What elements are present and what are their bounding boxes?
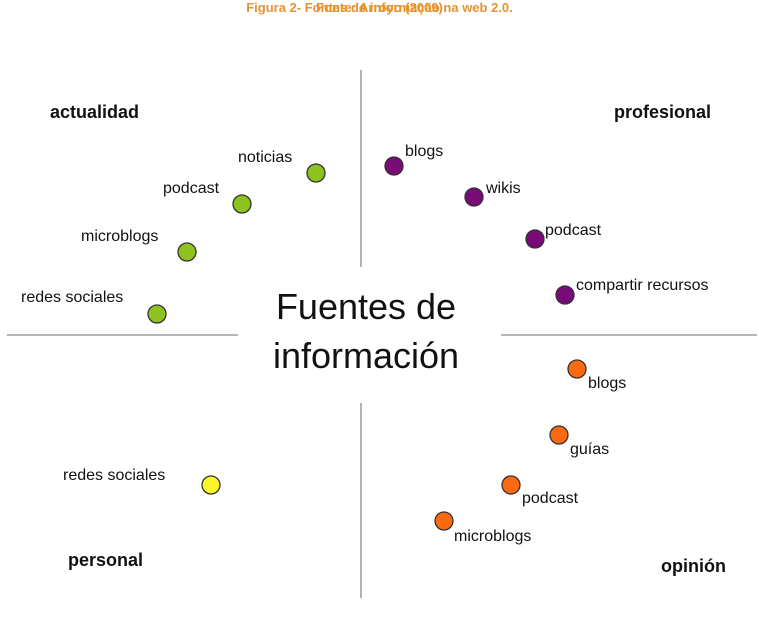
point-opinion-microblogs [434,511,454,531]
point-personal-redes-sociales [201,475,221,495]
quadrant-label-personal: personal [68,550,143,570]
label-profesional-compartir-recursos: compartir recursos [576,277,708,294]
point-profesional-podcast [525,229,545,249]
point-opinion-blogs [567,359,587,379]
point-profesional-wikis [464,187,484,207]
label-actualidad-podcast: podcast [163,180,220,197]
point-profesional-compartir-recursos [555,285,575,305]
label-profesional-wikis: wikis [485,180,521,197]
point-actualidad-noticias [306,163,326,183]
point-actualidad-redes-sociales [147,304,167,324]
label-actualidad-redes-sociales: redes sociales [21,289,123,306]
label-opinion-guias: guías [570,441,609,458]
quadrant-label-opinion: opinión [661,556,726,576]
label-opinion-podcast: podcast [522,490,579,507]
point-opinion-guias [549,425,569,445]
label-profesional-podcast: podcast [545,222,602,239]
label-opinion-microblogs: microblogs [454,528,531,545]
figure-source: Fonte: Arroyo (2009) [316,0,443,15]
label-actualidad-noticias: noticias [238,149,292,166]
quadrant-label-profesional: profesional [614,102,711,122]
point-opinion-podcast [501,475,521,495]
point-profesional-blogs [384,156,404,176]
point-actualidad-podcast [232,194,252,214]
label-profesional-blogs: blogs [405,143,443,160]
center-title-line-2: información [273,335,459,376]
center-title-line-1: Fuentes de [276,286,456,327]
quadrant-label-actualidad: actualidad [50,102,139,122]
label-personal-redes-sociales: redes sociales [63,467,165,484]
label-actualidad-microblogs: microblogs [81,228,158,245]
label-opinion-blogs: blogs [588,375,626,392]
point-actualidad-microblogs [177,242,197,262]
figure-title: Figura 2- Fontes de informação na web 2.… [246,0,513,15]
